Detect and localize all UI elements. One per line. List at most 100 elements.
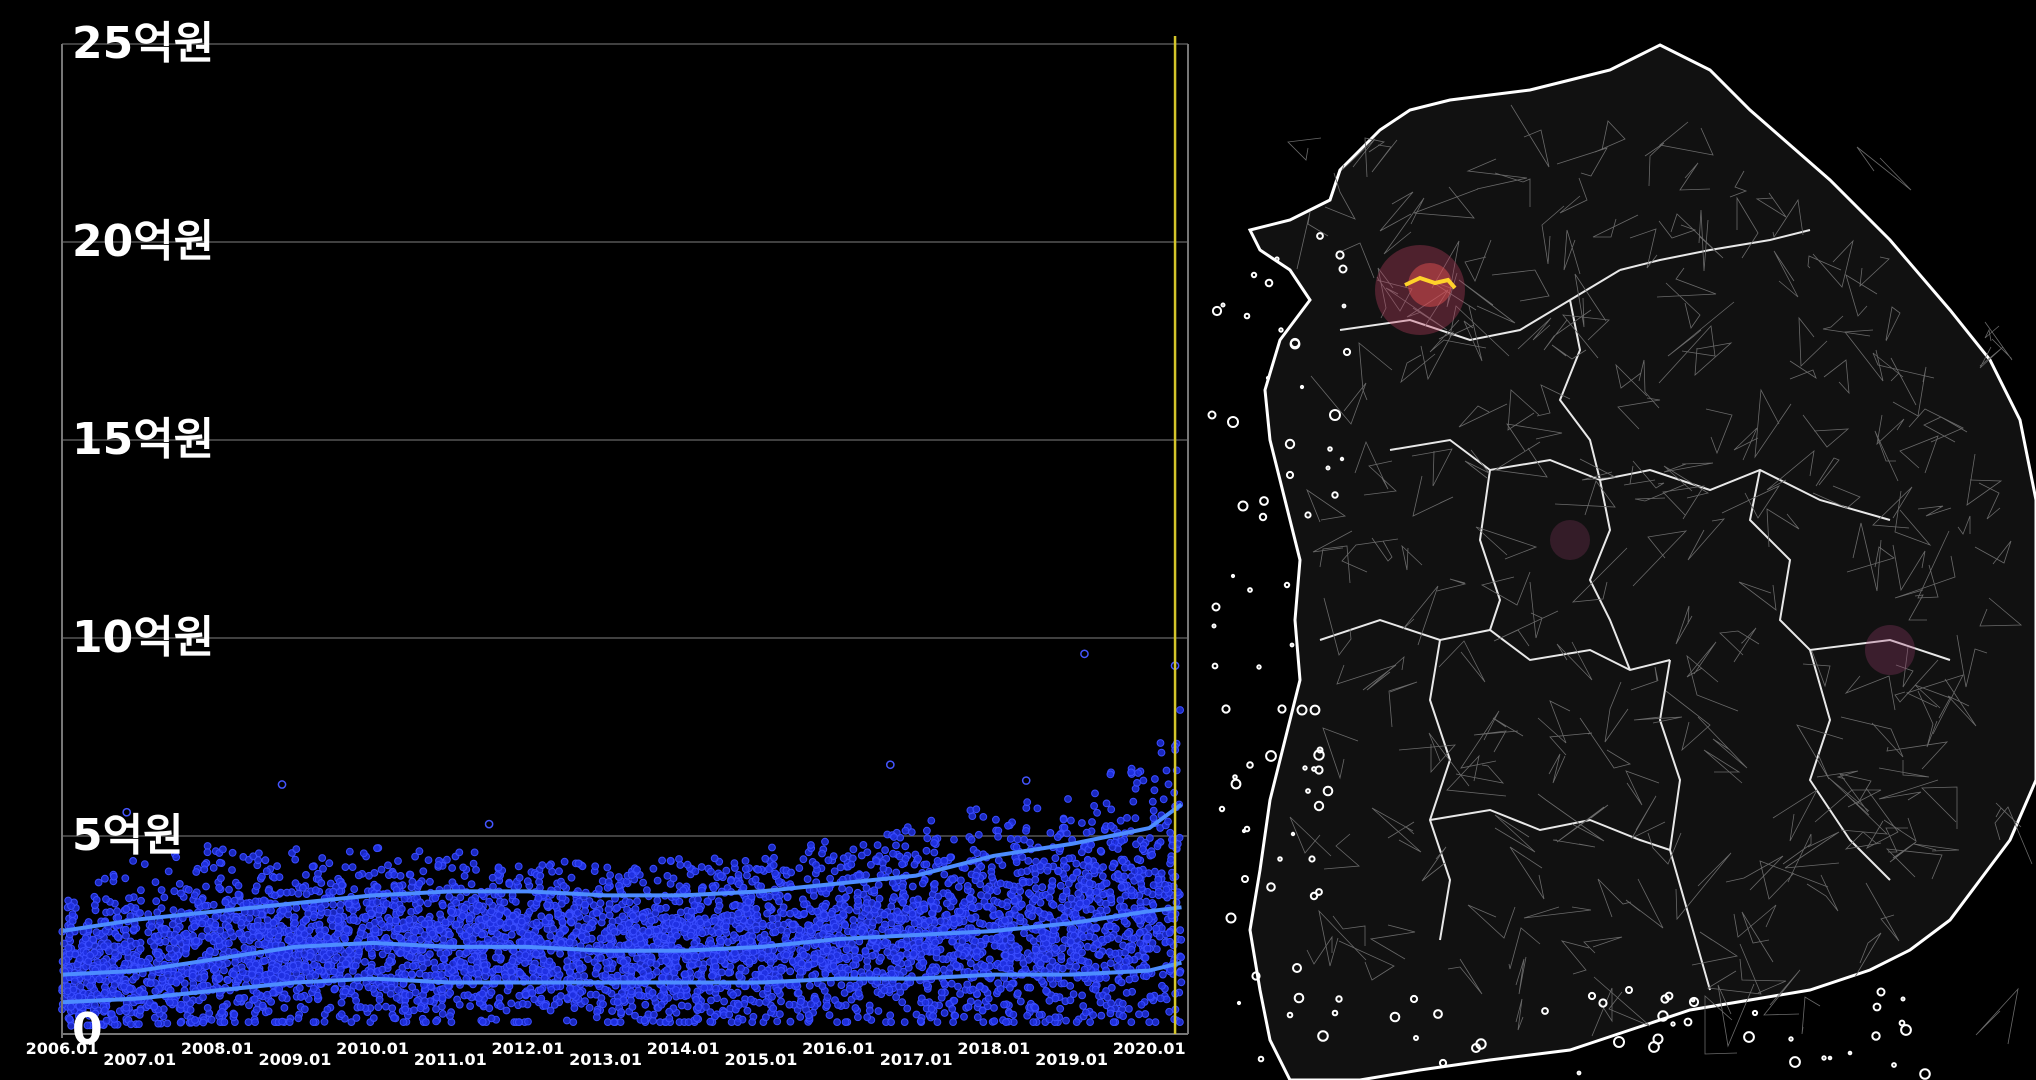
scatter-point	[1092, 887, 1101, 896]
scatter-point	[431, 894, 440, 902]
scatter-point	[1078, 819, 1086, 827]
scatter-point	[110, 872, 118, 881]
scatter-point	[231, 958, 240, 967]
scatter-point	[601, 985, 609, 994]
scatter-point	[616, 1018, 625, 1026]
scatter-point	[405, 953, 414, 961]
scatter-point	[291, 855, 300, 864]
scatter-point	[1123, 814, 1131, 822]
scatter-point	[333, 930, 342, 938]
scatter-point	[423, 899, 432, 908]
scatter-point	[382, 900, 391, 908]
scatter-point	[297, 993, 305, 1001]
scatter-point	[1143, 933, 1152, 942]
scatter-point	[221, 898, 230, 907]
scatter-point	[560, 857, 569, 866]
scatter-point	[619, 958, 628, 967]
scatter-point	[963, 882, 972, 890]
scatter-point	[1109, 1018, 1118, 1026]
scatter-point	[739, 954, 748, 963]
scatter-point	[1002, 964, 1011, 973]
scatter-point	[537, 994, 546, 1003]
scatter-point	[633, 954, 641, 963]
scatter-point	[1053, 833, 1062, 841]
scatter-point	[1043, 866, 1052, 875]
scatter-point	[1097, 1011, 1106, 1020]
scatter-point	[734, 871, 743, 879]
grid-lines	[62, 43, 1188, 837]
scatter-point	[275, 873, 284, 881]
scatter-point	[305, 936, 314, 945]
scatter-point	[438, 994, 447, 1002]
scatter-point	[1049, 901, 1058, 909]
scatter-point	[449, 959, 458, 968]
scatter-point	[983, 892, 992, 900]
scatter-point	[278, 993, 287, 1002]
scatter-point	[831, 922, 840, 931]
scatter-point	[295, 935, 304, 944]
scatter-point	[240, 943, 249, 952]
scatter-point	[726, 962, 735, 971]
scatter-point	[1056, 881, 1065, 890]
scatter-point	[679, 886, 688, 895]
scatter-point	[279, 906, 288, 915]
scatter-point	[943, 899, 951, 908]
scatter-point	[273, 862, 282, 870]
scatter-point	[1177, 953, 1185, 962]
scatter-point	[541, 1001, 550, 1010]
scatter-point	[940, 1009, 949, 1017]
scatter-point	[919, 958, 928, 967]
scatter-point	[936, 917, 945, 926]
scatter-point	[1102, 906, 1111, 914]
scatter-point	[755, 998, 764, 1007]
scatter-point	[734, 1001, 743, 1010]
scatter-point	[1009, 1010, 1018, 1019]
scatter-point	[818, 849, 826, 858]
scatter-point	[299, 883, 307, 892]
scatter-point	[1149, 814, 1158, 823]
scatter-point	[465, 914, 474, 923]
scatter-point	[796, 1013, 805, 1021]
scatter-point	[446, 1012, 454, 1020]
scatter-point	[651, 909, 660, 917]
scatter-point	[1019, 959, 1028, 968]
scatter-point	[125, 894, 133, 903]
scatter-point	[956, 907, 964, 916]
scatter-point	[754, 865, 762, 874]
scatter-point	[898, 998, 907, 1007]
scatter-point	[972, 805, 981, 814]
scatter-point	[432, 1017, 441, 1026]
scatter-point	[68, 910, 77, 918]
scatter-point	[390, 902, 399, 911]
scatter-point	[1114, 955, 1122, 963]
scatter-point	[496, 1002, 505, 1011]
scatter-point	[649, 1016, 657, 1025]
scatter-point	[730, 901, 739, 910]
scatter-point	[235, 929, 244, 938]
scatter-point	[1127, 945, 1136, 954]
scatter-point	[968, 903, 977, 912]
scatter-point	[665, 1014, 674, 1023]
scatter-point	[741, 865, 750, 873]
scatter-point	[547, 985, 556, 994]
scatter-point	[1067, 816, 1075, 825]
scatter-point	[1135, 929, 1144, 937]
scatter-point	[1038, 883, 1047, 892]
scatter-point	[169, 906, 178, 915]
scatter-point	[974, 902, 983, 911]
scatter-point	[264, 886, 273, 895]
scatter-point	[865, 970, 874, 978]
scatter-point	[446, 930, 454, 939]
scatter-point	[348, 863, 357, 871]
scatter-point	[603, 863, 612, 872]
scatter-point	[84, 918, 93, 926]
scatter-point	[252, 989, 261, 997]
scatter-point	[978, 1006, 987, 1015]
scatter-point	[992, 815, 1000, 824]
scatter-point	[1154, 875, 1163, 884]
scatter-point	[467, 880, 476, 888]
scatter-point	[730, 931, 738, 939]
scatter-point	[478, 1017, 487, 1026]
scatter-point	[394, 986, 402, 994]
scatter-point	[194, 964, 203, 972]
